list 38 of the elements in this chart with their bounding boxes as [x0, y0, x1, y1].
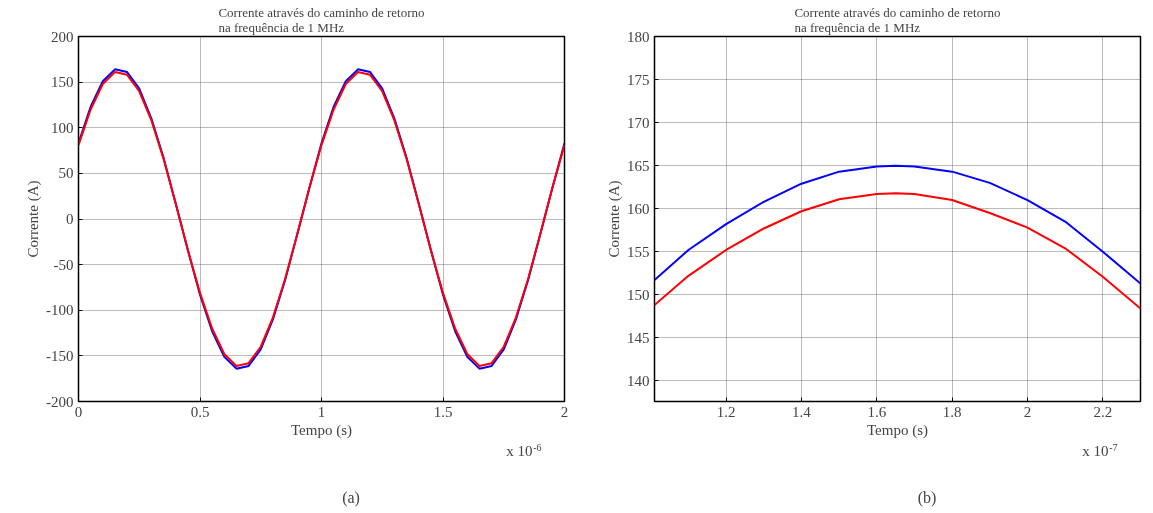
y-tick-label: 180 — [627, 28, 650, 45]
x-tick-label: 1.5 — [433, 403, 453, 420]
y-tick-label: 165 — [627, 157, 650, 174]
x-tick-label: 2 — [1023, 403, 1032, 420]
y-tick-label: 150 — [51, 74, 74, 91]
text: (a) — [342, 488, 360, 507]
y-tick-label: 145 — [627, 329, 650, 346]
x-tick-label: 1 — [317, 403, 326, 420]
y-axis-title: Corrente (A) — [606, 180, 623, 258]
x-tick-label: 1.4 — [792, 403, 812, 420]
y-tick-label: -150 — [46, 347, 74, 364]
line-series — [654, 192, 1141, 310]
y-tick-label: 140 — [627, 372, 650, 389]
y-tick-label: 150 — [627, 286, 650, 303]
chart-title: Corrente através do caminho de retorno na frequência de 1 MHz — [794, 4, 1001, 35]
x-tick-label: 0.5 — [190, 403, 210, 420]
y-tick-label: -100 — [46, 302, 74, 319]
y-tick-label: 175 — [627, 71, 650, 88]
x-tick-label: 1.8 — [942, 403, 962, 420]
chart-title: Corrente através do caminho de retorno na frequência de 1 MHz — [218, 4, 425, 35]
x-tick-label: 1.2 — [716, 403, 736, 420]
x-axis-title: Tempo (s) — [290, 421, 353, 439]
y-tick-label: 0 — [66, 211, 74, 227]
y-tick-label: 100 — [51, 119, 74, 136]
y-tick-label: 200 — [51, 28, 74, 45]
text: (b) — [917, 488, 937, 507]
x-axis-title: Tempo (s) — [866, 421, 929, 439]
x-tick-label: 2.2 — [1093, 403, 1113, 420]
y-tick-label: -50 — [53, 256, 74, 273]
x-tick-label: 1.6 — [867, 403, 887, 420]
x-tick-label: 2 — [560, 403, 569, 420]
y-tick-label: 160 — [627, 200, 650, 217]
y-tick-label: 170 — [627, 114, 650, 131]
line-series — [654, 164, 1141, 285]
y-tick-label: -200 — [46, 393, 74, 410]
y-axis-title: Corrente (A) — [25, 180, 42, 258]
y-tick-label: 50 — [58, 165, 74, 182]
y-tick-label: 155 — [627, 243, 650, 260]
